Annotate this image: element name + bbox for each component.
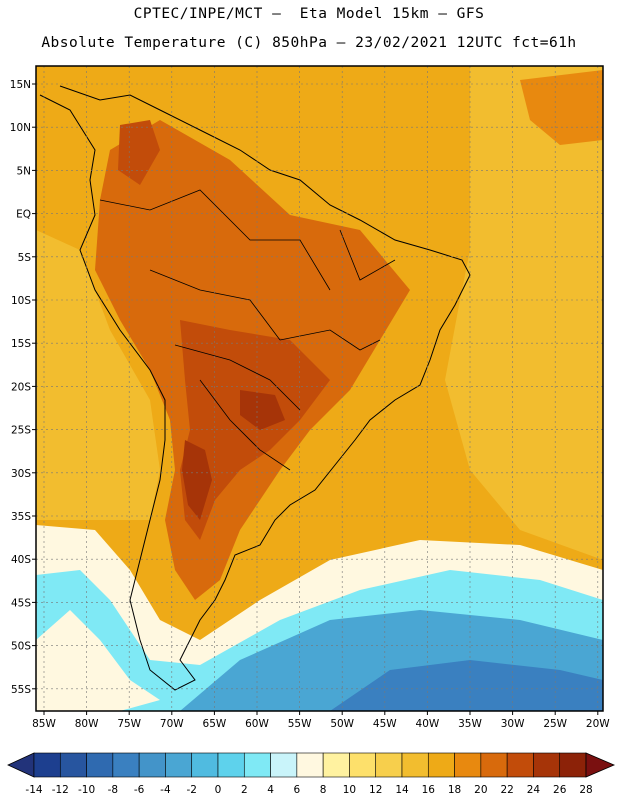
colorbar-swatch — [480, 752, 508, 778]
colorbar-swatch — [243, 752, 271, 778]
lon-label: 85W — [32, 718, 56, 730]
colorbar-label: -8 — [108, 784, 118, 796]
field-hotspot-colombia — [118, 120, 160, 185]
coastline — [39, 85, 471, 691]
lat-label: 10N — [10, 122, 31, 134]
colorbar-swatch — [375, 752, 403, 778]
colorbar-label: -14 — [25, 784, 42, 796]
colorbar-swatch — [427, 752, 455, 778]
lon-label: 65W — [203, 718, 227, 730]
lon-label: 30W — [501, 718, 525, 730]
latitude-labels: 15N 10N 5N EQ 5S 10S 15S 20S 25S 30S 35S 40S 45S 50S 5… — [10, 79, 36, 696]
map-title-line1: CPTEC/INPE/MCT – Eta Model 15km – GFS — [133, 6, 485, 22]
colorbar-label: 20 — [474, 784, 487, 796]
lat-label: 15N — [10, 79, 31, 91]
colorbar-label: 2 — [241, 784, 248, 796]
colorbar-label: -12 — [52, 784, 69, 796]
lat-label: 55S — [11, 684, 31, 696]
lat-label: 20S — [11, 381, 31, 393]
colorbar-label: 16 — [422, 784, 436, 796]
lat-label: 15S — [11, 338, 31, 350]
lat-label: 25S — [11, 425, 31, 437]
lat-label: EQ — [16, 209, 31, 221]
colorbar-label: -2 — [186, 784, 196, 796]
field-hotspot-paraguay — [240, 390, 285, 430]
colorbar-label: 8 — [320, 784, 327, 796]
lon-label: 25W — [543, 718, 567, 730]
lon-label: 50W — [330, 718, 354, 730]
lat-label: 50S — [11, 641, 31, 653]
lat-label: 5N — [16, 165, 31, 177]
lon-label: 70W — [160, 718, 184, 730]
field-land-veryhot — [180, 320, 330, 540]
map-title-line2: Absolute Temperature (C) 850hPa – 23/02/… — [41, 35, 577, 51]
colorbar-label: 18 — [448, 784, 461, 796]
colorbar-swatch — [559, 752, 587, 778]
colorbar-label: 0 — [215, 784, 222, 796]
lat-label: 40S — [11, 554, 31, 566]
colorbar-label: -6 — [134, 784, 145, 796]
lon-label: 60W — [245, 718, 269, 730]
lat-label: 10S — [11, 295, 31, 307]
field-atlantic-warm — [520, 70, 603, 145]
colorbar-swatch — [59, 752, 87, 778]
colorbar-swatch — [165, 752, 193, 778]
colorbar-swatch — [86, 752, 114, 778]
temperature-field — [36, 66, 603, 711]
lon-label: 45W — [373, 718, 397, 730]
colorbar-swatch — [217, 752, 245, 778]
colorbar-over-arrow — [585, 752, 616, 778]
lat-label: 35S — [11, 511, 31, 523]
colorbar-swatch — [454, 752, 482, 778]
lon-label: 20W — [586, 718, 610, 730]
colorbar-label: 10 — [343, 784, 356, 796]
colorbar-under-arrow — [7, 752, 35, 778]
colorbar-swatch — [112, 752, 140, 778]
field-hotspot-argentina — [182, 440, 212, 520]
colorbar-swatch — [270, 752, 298, 778]
colorbar-label: 6 — [294, 784, 301, 796]
colorbar-swatch — [296, 752, 324, 778]
lon-label: 75W — [117, 718, 141, 730]
colorbar-label: 4 — [267, 784, 274, 796]
plot-frame — [35, 65, 604, 712]
colorbar-label: 28 — [579, 784, 592, 796]
colorbar-label: 12 — [369, 784, 382, 796]
colorbar-swatch — [138, 752, 166, 778]
lat-label: 5S — [18, 252, 32, 264]
colorbar-label: 26 — [553, 784, 567, 796]
colorbar-label: 24 — [527, 784, 541, 796]
country-borders — [99, 189, 396, 471]
lon-label: 80W — [75, 718, 99, 730]
colorbar-swatch — [191, 752, 219, 778]
colorbar-label: -10 — [78, 784, 95, 796]
colorbar-swatch — [506, 752, 534, 778]
lon-label: 55W — [288, 718, 312, 730]
lat-label: 45S — [11, 597, 31, 609]
colorbar-label: -4 — [160, 784, 171, 796]
longitude-labels: 85W 80W 75W 70W 65W 60W 55W 50W 45W 40W 35W 30W 25W 2… — [32, 711, 610, 730]
lat-label: 30S — [11, 468, 31, 480]
colorbar-swatch — [349, 752, 377, 778]
lon-label: 35W — [458, 718, 482, 730]
field-ocean-mild — [445, 66, 603, 560]
colorbar-swatch — [322, 752, 350, 778]
field-cold-deepest — [330, 660, 603, 711]
field-patagonia-cool — [36, 610, 160, 711]
colorbar-label: 14 — [395, 784, 409, 796]
colorbar-swatch — [533, 752, 561, 778]
lon-label: 40W — [416, 718, 440, 730]
colorbar-swatch — [401, 752, 429, 778]
colorbar-swatch — [33, 752, 61, 778]
colorbar: -14 -12 -10 -8 -6 -4 -2 0 2 4 6 8 10 12 14 16 18 20 22 24 26… — [7, 752, 616, 796]
colorbar-label: 22 — [500, 784, 513, 796]
